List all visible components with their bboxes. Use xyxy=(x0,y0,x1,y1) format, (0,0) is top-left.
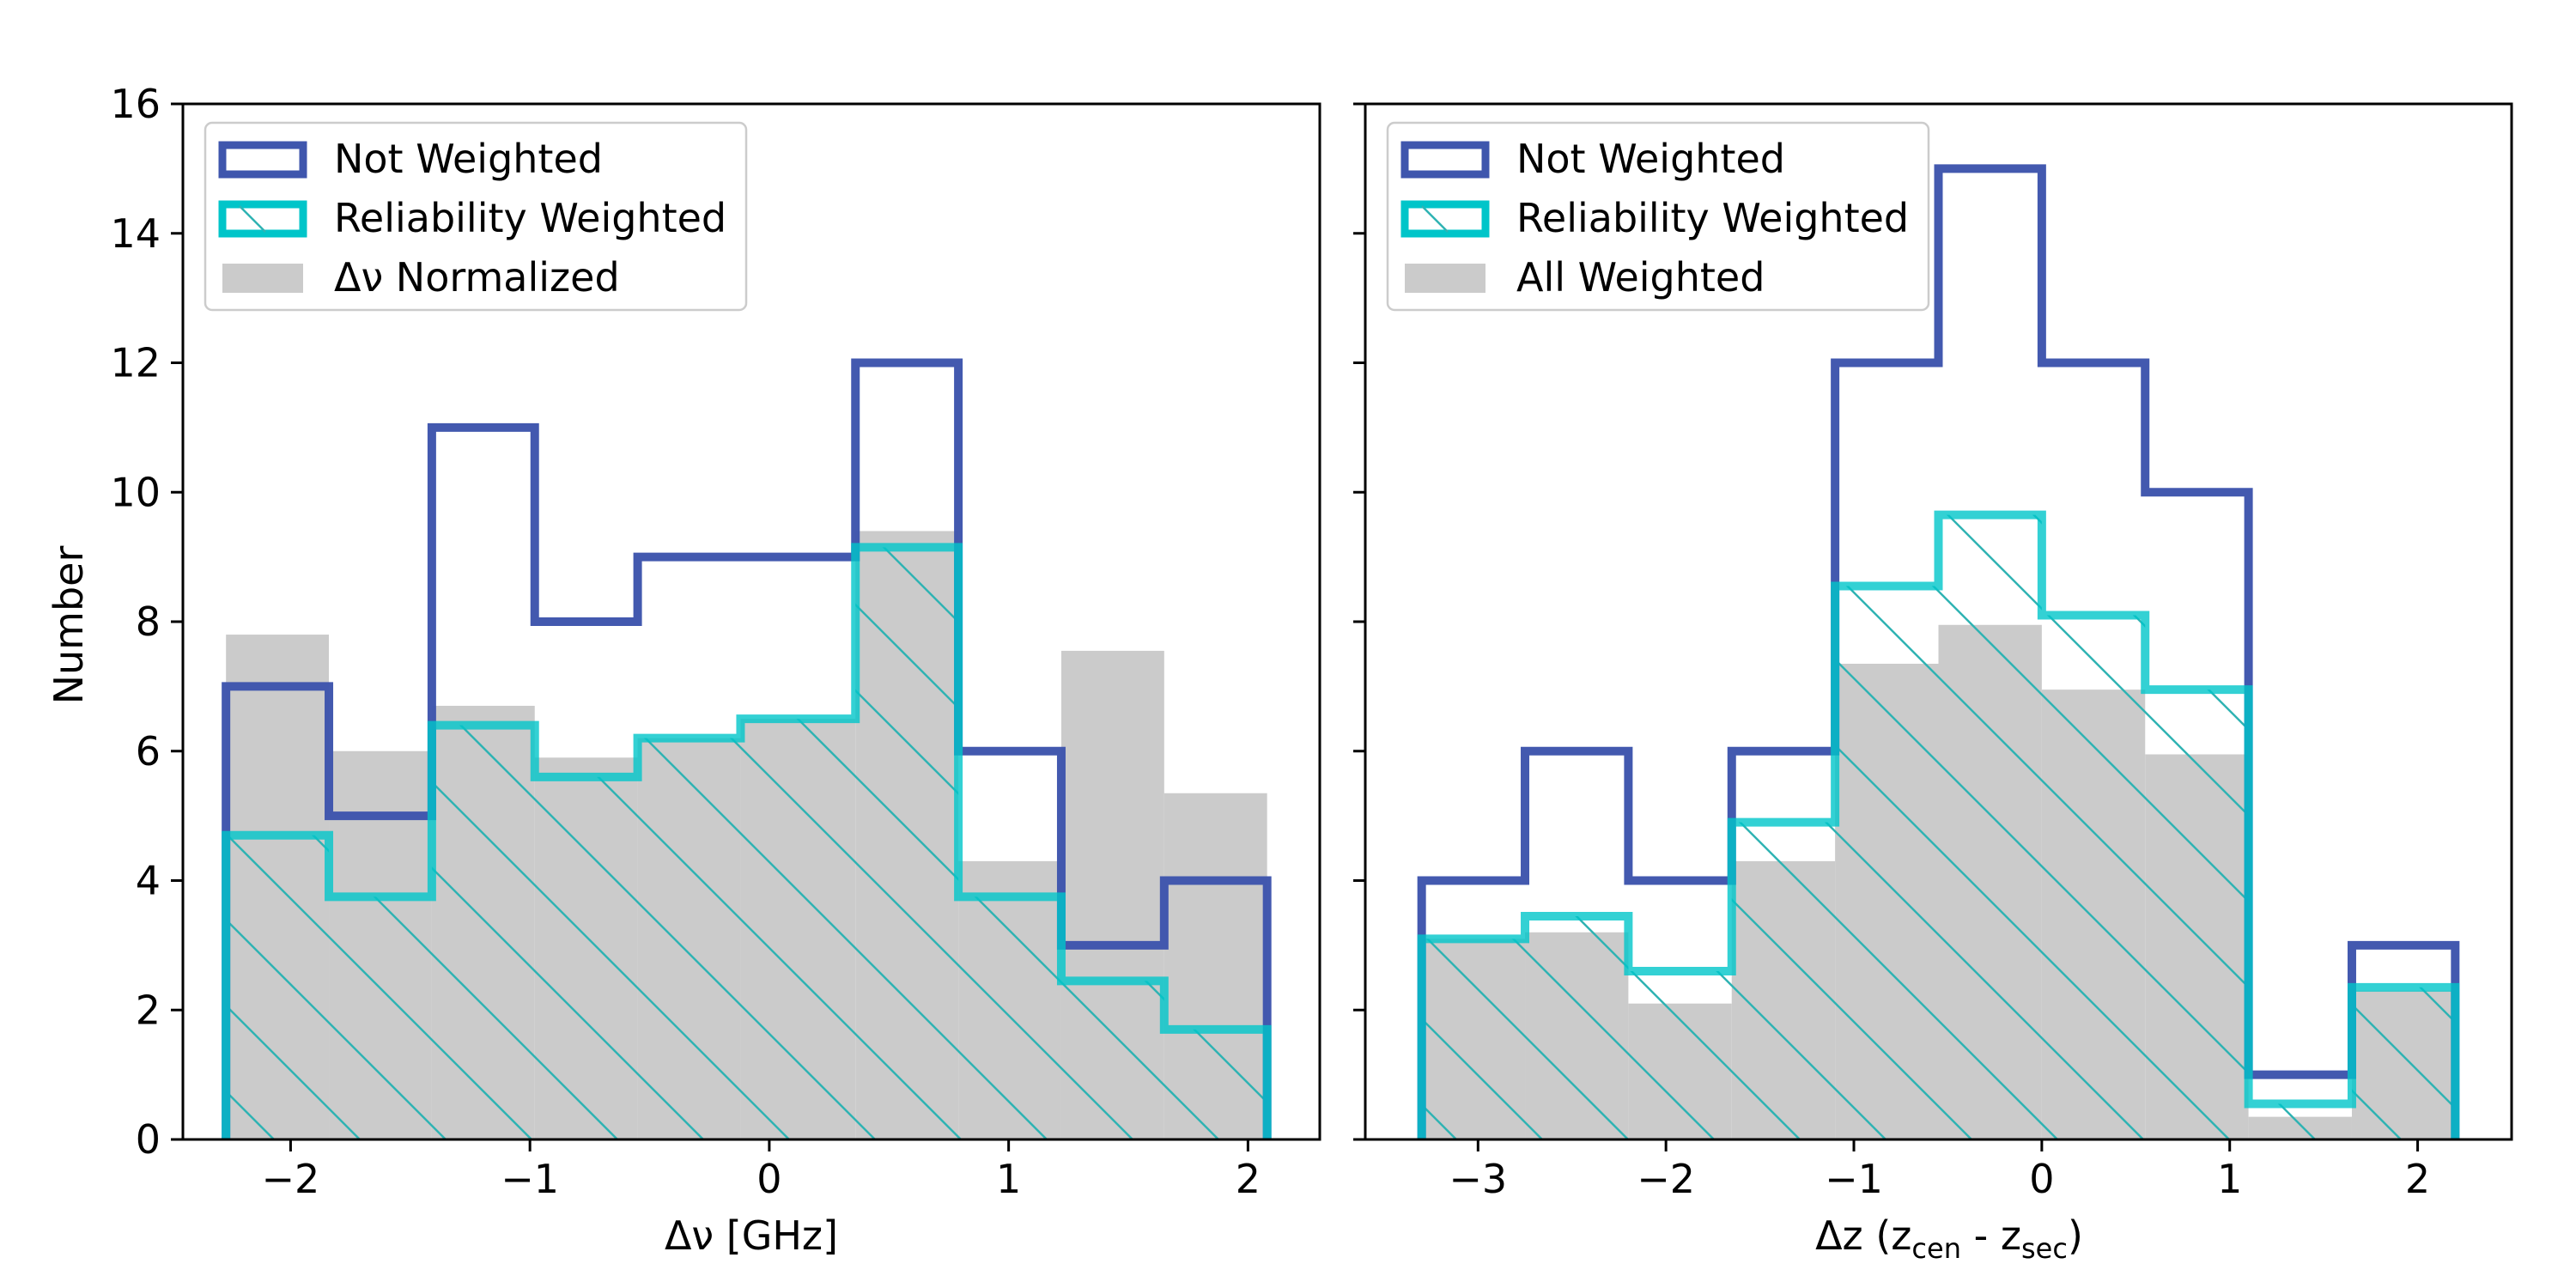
x-tick-label: 2 xyxy=(2405,1156,2430,1202)
gray-bar xyxy=(534,757,638,1139)
gray-bar xyxy=(855,531,959,1139)
legend-label: Reliability Weighted xyxy=(1516,195,1909,241)
reliability-weighted-step xyxy=(1417,510,2460,1139)
legend-hatch-line xyxy=(239,205,266,233)
legend-handle-gray xyxy=(1405,264,1485,293)
x-tick-label: −2 xyxy=(1637,1156,1695,1202)
gray-bar xyxy=(1060,650,1164,1139)
hatch-line xyxy=(268,547,1267,1139)
gray-bar xyxy=(1731,860,1836,1139)
legend-handle-reliability-weighted xyxy=(218,200,307,238)
legend-handle-not-weighted xyxy=(218,141,307,179)
y-tick-label: 4 xyxy=(136,858,161,904)
gray-bar xyxy=(1421,939,1526,1139)
legend-handle-not-weighted xyxy=(1400,141,1490,179)
y-tick-label: 2 xyxy=(136,987,161,1033)
legend-handle-gray xyxy=(222,264,303,293)
gray-bar xyxy=(2351,990,2456,1139)
y-tick-label: 10 xyxy=(110,469,161,515)
legend-handle-reliability-weighted xyxy=(1400,200,1490,238)
y-tick-label: 16 xyxy=(110,81,161,127)
left-x-axis-label: Δν [GHz] xyxy=(665,1212,838,1259)
x-tick-label: −1 xyxy=(1825,1156,1883,1202)
hatch-line xyxy=(0,104,11,1288)
x-tick-label: −3 xyxy=(1449,1156,1507,1202)
x-tick-label: −1 xyxy=(501,1156,559,1202)
x-tick-label: 0 xyxy=(2029,1156,2054,1202)
hatch-line xyxy=(1421,514,1710,1139)
legend-hatch-line xyxy=(1421,205,1449,233)
hatch-line xyxy=(1421,514,2456,1139)
gray-bar xyxy=(2248,1116,2352,1139)
not-weighted-step xyxy=(1417,164,2460,1139)
hatch-line xyxy=(1421,514,1881,1139)
y-tick-label: 14 xyxy=(110,210,161,257)
hatch-line xyxy=(2482,104,2576,1288)
gray-bar xyxy=(431,705,535,1139)
gray-bar xyxy=(740,719,856,1139)
legend-label: Δν Normalized xyxy=(334,254,620,301)
reliability-weighted-step xyxy=(222,543,1272,1139)
legend-box xyxy=(1386,121,1930,312)
x-tick-label: −2 xyxy=(262,1156,320,1202)
gray-bar xyxy=(1525,932,1629,1139)
gray-bar xyxy=(1938,624,2042,1139)
gray-bar xyxy=(226,635,330,1139)
gray-bar xyxy=(958,860,1061,1139)
not-weighted-step xyxy=(222,358,1272,1139)
y-tick-label: 6 xyxy=(136,728,161,775)
hatch-line xyxy=(1421,514,1967,1139)
hatch-line xyxy=(226,547,613,1139)
hatch-line xyxy=(1421,514,1795,1139)
hatch-line xyxy=(1622,514,2456,1139)
y-tick-label: 12 xyxy=(110,340,161,386)
legend-label: Reliability Weighted xyxy=(334,195,726,241)
hatch-line xyxy=(226,547,441,1139)
legend-label: Not Weighted xyxy=(1516,136,1785,182)
gray-bar xyxy=(2145,754,2249,1139)
legend-label: Not Weighted xyxy=(334,136,603,182)
hatch-line xyxy=(226,547,699,1139)
x-tick-label: 1 xyxy=(996,1156,1021,1202)
y-tick-label: 0 xyxy=(136,1116,161,1163)
gray-bar xyxy=(1163,793,1267,1139)
legend-box xyxy=(204,121,748,312)
hatch-line xyxy=(1536,514,2456,1139)
y-tick-label: 8 xyxy=(136,598,161,645)
x-tick-label: 2 xyxy=(1236,1156,1261,1202)
legend-label: All Weighted xyxy=(1516,254,1765,301)
gray-bar xyxy=(2041,690,2146,1139)
gray-bar xyxy=(637,738,741,1139)
hatch-line xyxy=(226,547,527,1139)
x-tick-label: 0 xyxy=(756,1156,781,1202)
gray-bar xyxy=(329,750,432,1139)
hatch-line xyxy=(226,547,785,1139)
right-x-axis-label: Δz (zcen - zsec) xyxy=(1815,1212,2083,1265)
gray-bar xyxy=(1835,663,1939,1139)
y-axis-label: Number xyxy=(46,546,92,705)
hatch-line xyxy=(2567,104,2576,1288)
gray-bar xyxy=(1628,1003,1732,1139)
x-tick-label: 1 xyxy=(2217,1156,2242,1202)
gray-series xyxy=(1421,624,2456,1139)
gray-series xyxy=(226,531,1267,1139)
